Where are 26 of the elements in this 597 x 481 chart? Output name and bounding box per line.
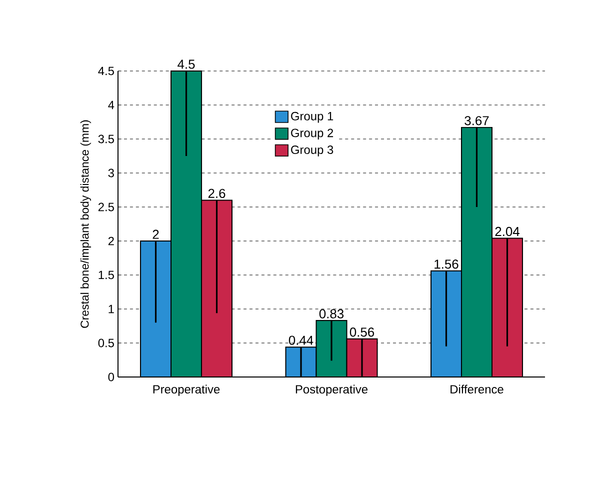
y-tick-label: 0.5 [98,338,114,348]
data-label: 2.6 [208,188,226,198]
legend-label: Group 3 [291,146,334,156]
y-axis-title: Crestal bone/implant body distance (mm) [80,120,92,328]
data-label: 1.56 [434,260,458,269]
y-tick-label: 1.5 [98,270,114,280]
y-tick-label: 2 [108,236,114,246]
data-label: 0.56 [350,328,374,337]
data-label: 0.44 [288,336,314,345]
legend-label: Group 2 [291,128,334,140]
y-tick-label: 4 [108,100,114,110]
data-label: 3.67 [464,116,489,126]
y-tick-label: 3.5 [98,134,114,144]
data-label: 2 [152,230,159,239]
x-tick-label: Postoperative [296,384,368,396]
y-tick-label: 3 [108,168,114,178]
y-tick-label: 0 [108,372,114,382]
x-tick-label: Difference [450,384,504,394]
y-tick-label: 4.5 [98,66,114,76]
legend-label: Group 1 [291,112,334,123]
data-label: 0.83 [319,309,344,318]
data-label: 4.5 [178,60,195,69]
x-tick-label: Preoperative [153,384,220,396]
y-tick-label: 1 [108,304,114,314]
data-label: 2.04 [495,226,520,236]
y-tick-label: 2.5 [98,202,114,212]
